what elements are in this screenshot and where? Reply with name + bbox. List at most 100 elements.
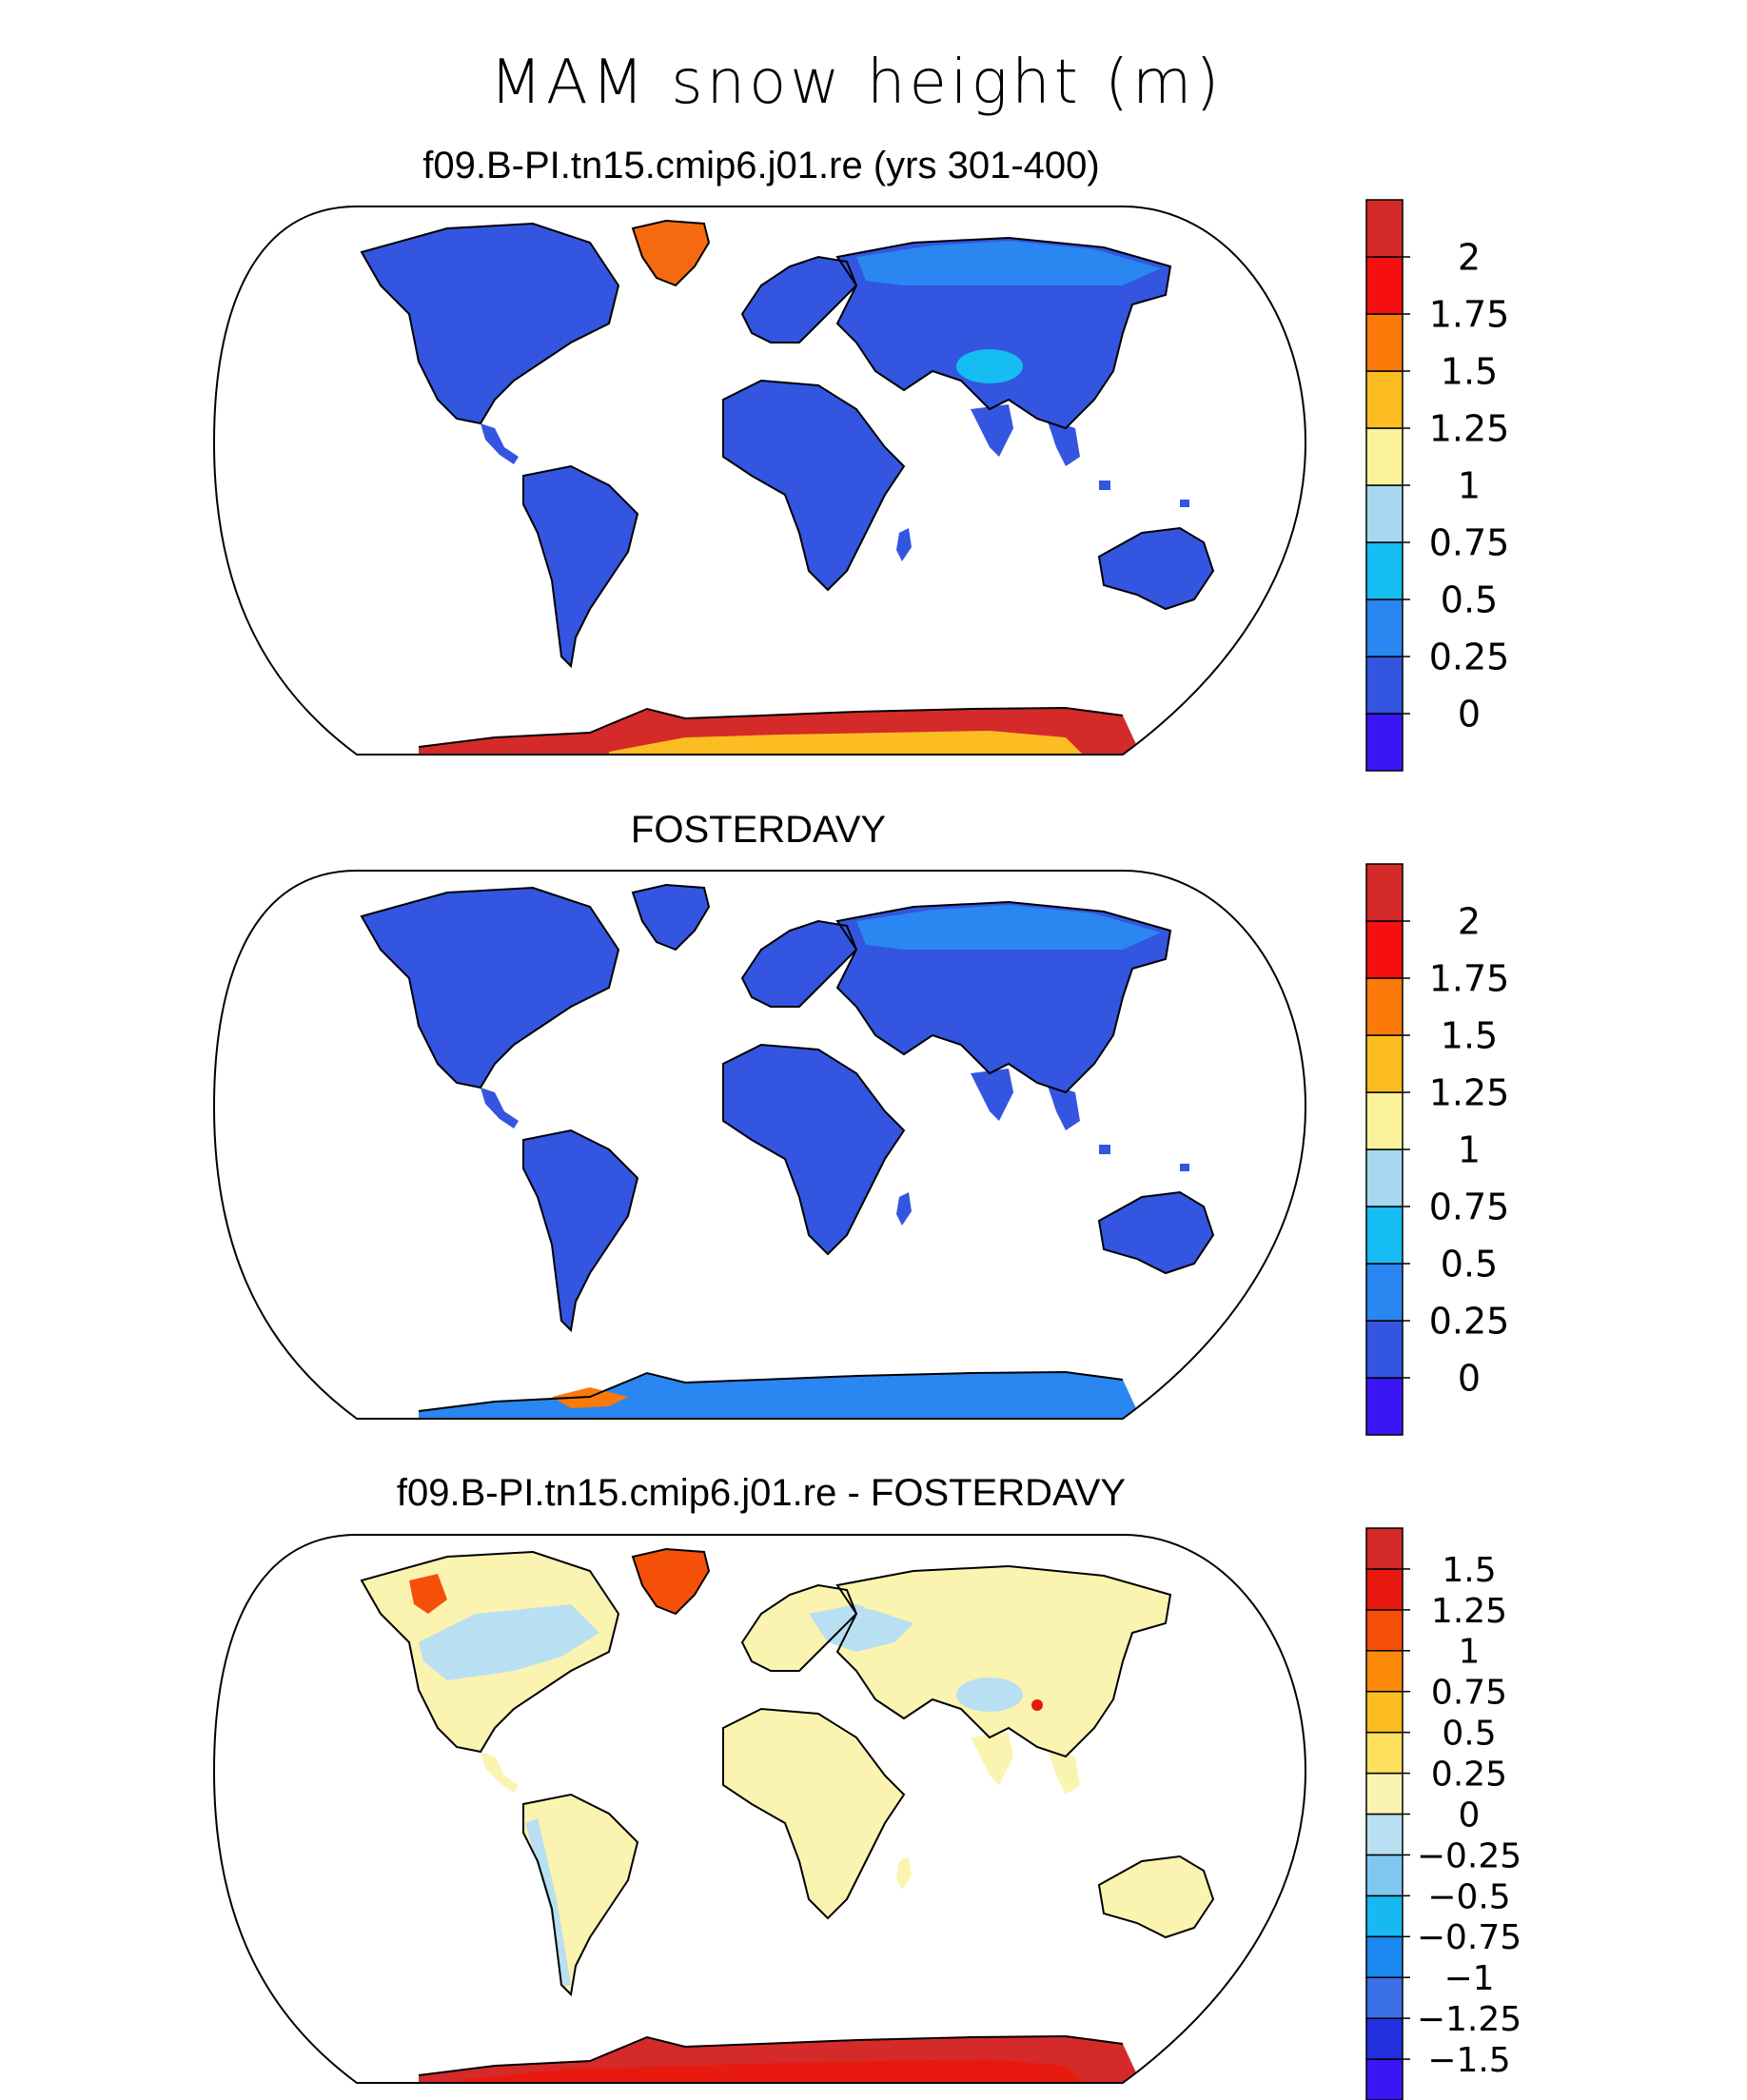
south-america — [523, 466, 638, 666]
colorbar-swatch — [1365, 1976, 1403, 2019]
colorbar-label: 0.25 — [1429, 637, 1510, 678]
panel-3-colorbar: 1.51.2510.750.50.250−0.25−0.5−0.75−1−1.2… — [1365, 1527, 1521, 2100]
southeast-asia — [1047, 1747, 1080, 1795]
colorbar-label: −1.5 — [1427, 2041, 1510, 2080]
colorbar-label: 1.25 — [1431, 1592, 1507, 1631]
indonesia-island — [1099, 1145, 1110, 1154]
colorbar-label: −0.25 — [1417, 1836, 1521, 1875]
europe — [742, 921, 856, 1007]
colorbar-swatch — [1365, 1263, 1403, 1322]
figure-title: MAM snow height (m) — [490, 48, 1224, 118]
colorbar-label: 0.25 — [1431, 1756, 1507, 1795]
southeast-asia — [1047, 419, 1080, 466]
siberia — [856, 1569, 1161, 1614]
colorbar-swatch — [1365, 1731, 1403, 1775]
africa — [723, 381, 904, 590]
colorbar-swatch — [1365, 1813, 1403, 1856]
central-america — [481, 423, 519, 464]
central-america — [481, 1752, 519, 1793]
panel-2: FOSTERDAVY — [212, 809, 1510, 1436]
colorbar-swatch — [1365, 1935, 1403, 1978]
colorbar-label: 2 — [1458, 237, 1481, 279]
colorbar-swatch — [1365, 1527, 1403, 1570]
siberia — [856, 905, 1161, 950]
colorbar-swatch — [1365, 1568, 1403, 1611]
colorbar-swatch — [1365, 1148, 1403, 1207]
colorbar-label: −1.25 — [1417, 2000, 1521, 2039]
tibet-peak — [1031, 1699, 1043, 1711]
colorbar-swatch — [1365, 920, 1403, 979]
colorbar-swatch — [1365, 199, 1403, 258]
greenland — [633, 1549, 709, 1614]
south-america — [523, 1795, 638, 1994]
colorbar-label: 1.5 — [1441, 351, 1498, 393]
colorbar-label: 1 — [1458, 465, 1481, 507]
australia — [1099, 528, 1213, 609]
southeast-asia — [1047, 1083, 1080, 1130]
colorbar-swatch — [1365, 370, 1403, 429]
north-america — [362, 888, 618, 1088]
colorbar-swatch — [1365, 1772, 1403, 1815]
panel-3-title: f09.B-PI.tn15.cmip6.j01.re - FOSTERDAVY — [397, 1472, 1126, 1514]
panel-3-map-outline — [212, 1534, 1307, 2084]
europe — [742, 257, 856, 343]
colorbar-swatch — [1365, 1091, 1403, 1150]
colorbar-label: 1.75 — [1429, 294, 1510, 336]
greenland — [633, 221, 709, 285]
australia — [1099, 1192, 1213, 1273]
panel-2-title: FOSTERDAVY — [631, 809, 886, 851]
central-america — [481, 1088, 519, 1129]
colorbar-label: 0.75 — [1429, 522, 1510, 564]
alaska-pos-zone — [409, 1574, 447, 1614]
india — [971, 1733, 1013, 1785]
tibet — [956, 1013, 1023, 1048]
colorbar-swatch — [1365, 1609, 1403, 1652]
colorbar-label: 1 — [1458, 1129, 1481, 1171]
indonesia-island — [1099, 481, 1110, 490]
colorbar-label: 0.5 — [1441, 1244, 1498, 1286]
colorbar-swatch — [1365, 1854, 1403, 1897]
siberia — [856, 241, 1161, 285]
panel-3-map — [360, 1547, 1215, 2083]
africa — [723, 1709, 904, 1918]
colorbar-label: 1.5 — [1441, 1015, 1498, 1057]
colorbar-swatch — [1365, 1206, 1403, 1265]
panel-1: f09.B-PI.tn15.cmip6.j01.re (yrs 301-400) — [212, 145, 1510, 772]
panel-1-title: f09.B-PI.tn15.cmip6.j01.re (yrs 301-400) — [422, 145, 1099, 186]
colorbar-swatch — [1365, 863, 1403, 922]
colorbar-label: 0.25 — [1429, 1301, 1510, 1343]
colorbar-label: 0 — [1459, 1796, 1481, 1835]
colorbar-label: −1 — [1443, 1959, 1494, 1998]
colorbar-label: 1.25 — [1429, 408, 1510, 450]
south-america — [523, 1130, 638, 1330]
panel-3: f09.B-PI.tn15.cmip6.j01.re - FOSTERDAVY — [212, 1472, 1521, 2100]
colorbar-label: 1 — [1459, 1633, 1481, 1672]
colorbar-swatch — [1365, 1320, 1403, 1379]
panel-1-map-outline — [212, 206, 1307, 756]
coastline — [360, 219, 1215, 748]
panel-2-map-outline — [212, 870, 1307, 1420]
colorbar-swatch — [1365, 256, 1403, 315]
colorbar-swatch — [1365, 484, 1403, 543]
colorbar-swatch — [1365, 1894, 1403, 1938]
panel-1-map — [360, 219, 1215, 755]
australia — [1099, 1856, 1213, 1937]
madagascar — [896, 1192, 912, 1226]
madagascar — [896, 1856, 912, 1890]
colorbar-label: 0.5 — [1442, 1715, 1496, 1754]
india — [971, 1069, 1013, 1121]
indonesia-island-2 — [1180, 1164, 1189, 1171]
europe — [742, 1585, 856, 1671]
colorbar-label: 1.25 — [1429, 1072, 1510, 1114]
asia-neg-zone — [809, 1604, 913, 1652]
colorbar-label: −0.5 — [1427, 1877, 1510, 1916]
tibet — [956, 349, 1023, 383]
colorbar-swatch — [1365, 541, 1403, 600]
colorbar-label: 1.75 — [1429, 958, 1510, 1000]
madagascar — [896, 528, 912, 561]
colorbar-label: 0.5 — [1441, 579, 1498, 621]
colorbar-swatch — [1365, 313, 1403, 372]
colorbar-swatch — [1365, 1690, 1403, 1734]
colorbar-swatch — [1365, 656, 1403, 715]
